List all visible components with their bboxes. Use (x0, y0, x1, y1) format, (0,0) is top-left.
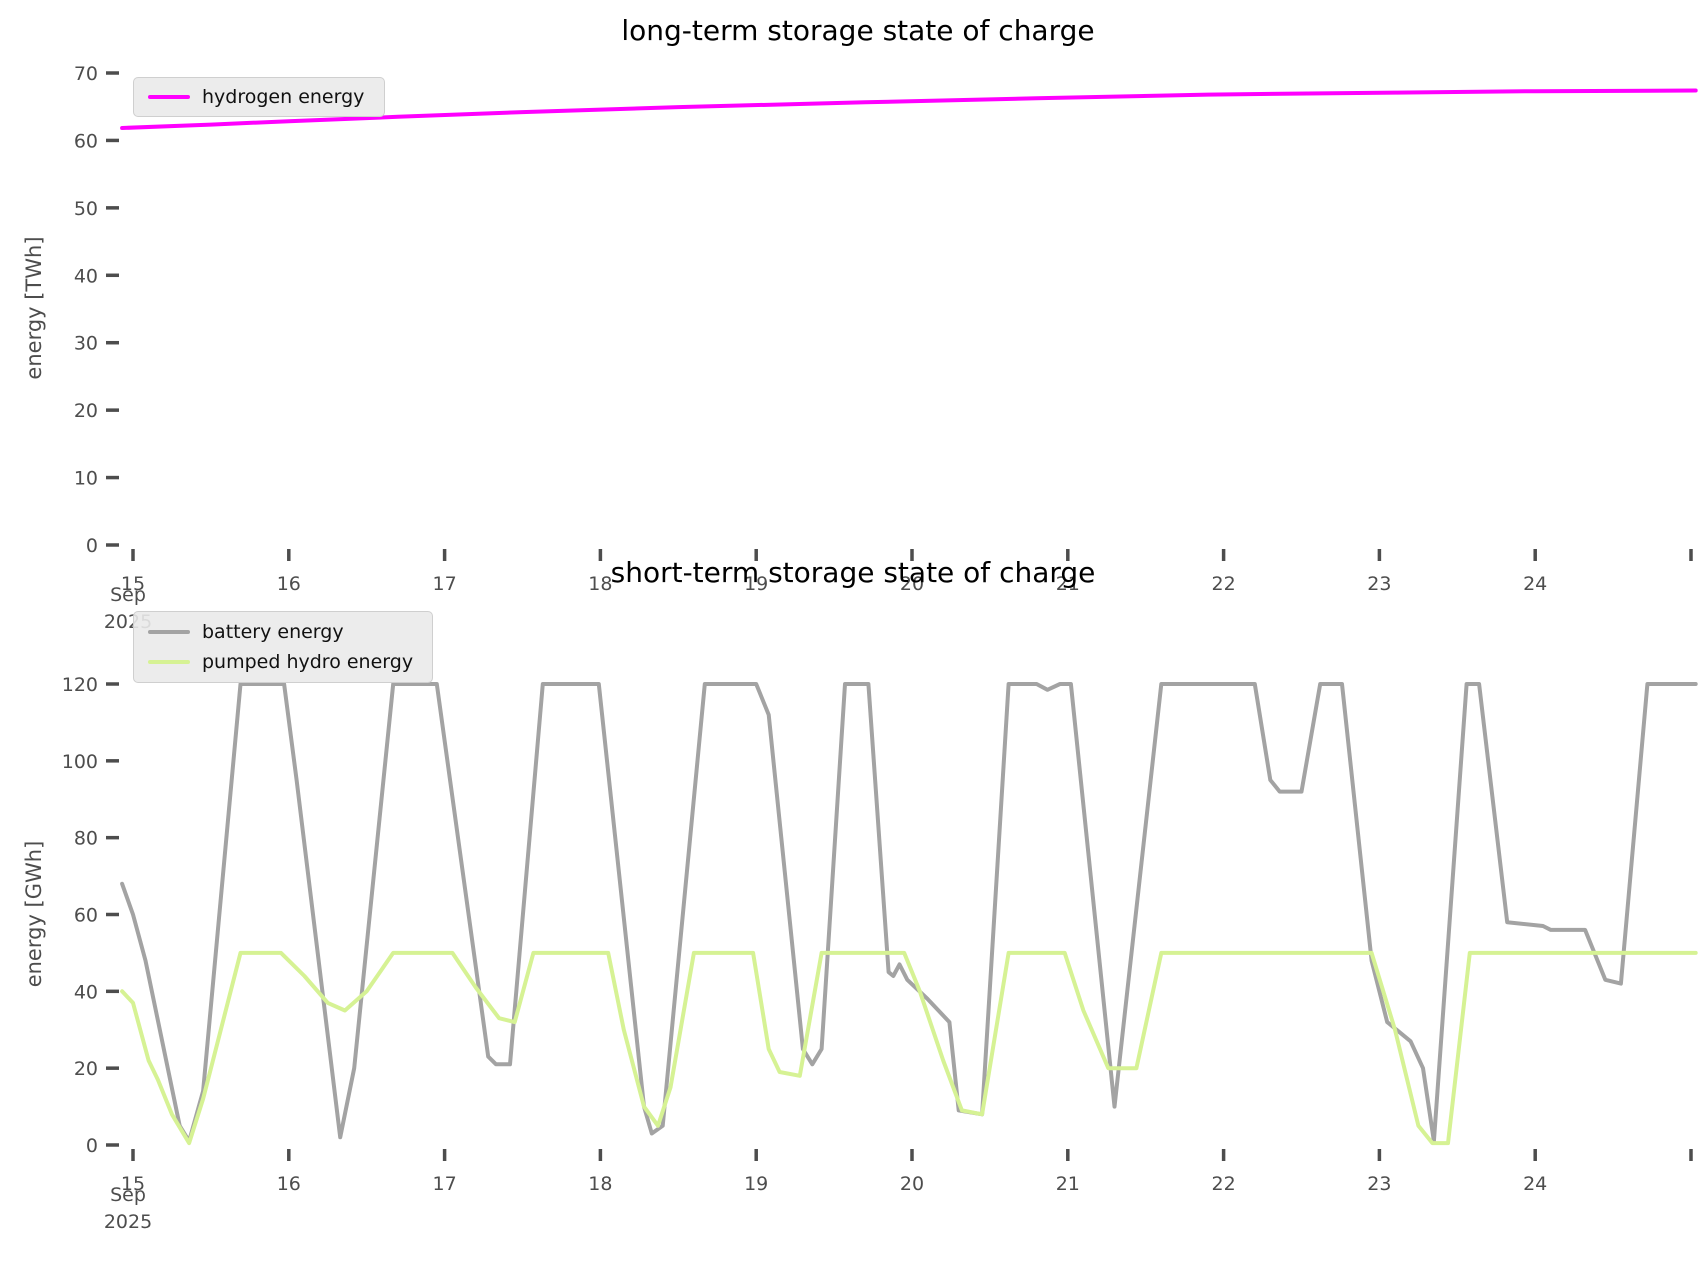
battery-energy-line (120, 682, 1698, 1144)
long-term-x-tick-label: 21 (1056, 573, 1080, 595)
short-term-year-label: 2025 (103, 1211, 153, 1233)
long-term-y-tick-label: 50 (74, 198, 98, 220)
long-term-y-tick-label: 40 (74, 265, 98, 287)
short-term-x-tick-label: 22 (1212, 1173, 1236, 1195)
pumped-hydro-energy-line (120, 950, 1698, 1146)
short-term-y-tick-label: 80 (74, 828, 98, 850)
long-term-legend: hydrogen energy (133, 77, 385, 117)
long-term-x-tick-label: 17 (433, 573, 457, 595)
long-term-y-tick-label: 0 (86, 535, 98, 557)
short-term-legend: battery energy pumped hydro energy (133, 611, 433, 683)
hydrogen-energy-line-swatch (148, 95, 190, 99)
long-term-chart-title: long-term storage state of charge (621, 14, 1095, 47)
long-term-y-tick-label: 30 (74, 333, 98, 355)
short-term-y-tick-label: 40 (74, 981, 98, 1003)
long-term-x-tick-label: 23 (1367, 573, 1391, 595)
long-term-x-tick-label: 20 (900, 573, 924, 595)
long-term-y-tick-label: 60 (74, 130, 98, 152)
short-term-x-tick-label: 15 (121, 1173, 145, 1195)
long-term-y-tick-label: 20 (74, 400, 98, 422)
long-term-x-tick-label: 16 (277, 573, 301, 595)
long-term-x-tick-label: 24 (1523, 573, 1547, 595)
long-term-x-tick-label: 19 (744, 573, 768, 595)
hydrogen-energy-legend-label: hydrogen energy (202, 86, 365, 108)
long-term-y-tick-label: 10 (74, 468, 98, 490)
long-term-x-tick-label: 22 (1212, 573, 1236, 595)
short-term-x-tick-label: 17 (433, 1173, 457, 1195)
legend-item-hydrogen-energy: hydrogen energy (148, 86, 368, 108)
hydrogen-energy-line (120, 88, 1698, 130)
long-term-month-label: Sep (110, 584, 146, 606)
legend-item-pumped-hydro-energy: pumped hydro energy (148, 651, 416, 673)
pumped-hydro-energy-line-swatch (148, 660, 190, 664)
legend-item-battery-energy: battery energy (148, 621, 416, 643)
long-term-x-tick-label: 18 (588, 573, 612, 595)
short-term-month-label: Sep (110, 1184, 146, 1206)
short-term-x-tick-label: 21 (1056, 1173, 1080, 1195)
short-term-x-tick-label: 24 (1523, 1173, 1547, 1195)
short-term-y-axis-label: energy [GWh] (22, 840, 46, 988)
short-term-y-tick-label: 120 (62, 674, 98, 696)
short-term-x-tick-label: 16 (277, 1173, 301, 1195)
short-term-y-tick-label: 20 (74, 1058, 98, 1080)
short-term-x-tick-label: 23 (1367, 1173, 1391, 1195)
long-term-y-axis-label: energy [TWh] (22, 236, 46, 380)
short-term-x-tick-label: 19 (744, 1173, 768, 1195)
short-term-x-tick-label: 18 (588, 1173, 612, 1195)
short-term-x-tick-label: 20 (900, 1173, 924, 1195)
long-term-y-tick-label: 70 (74, 63, 98, 85)
battery-energy-legend-label: battery energy (202, 621, 344, 643)
pumped-hydro-energy-legend-label: pumped hydro energy (202, 651, 414, 673)
battery-energy-line-swatch (148, 630, 190, 634)
short-term-y-tick-label: 60 (74, 905, 98, 927)
short-term-y-tick-label: 0 (86, 1135, 98, 1157)
short-term-y-tick-label: 100 (62, 751, 98, 773)
long-term-x-tick-label: 15 (121, 573, 145, 595)
short-term-chart-title: short-term storage state of charge (610, 556, 1096, 589)
